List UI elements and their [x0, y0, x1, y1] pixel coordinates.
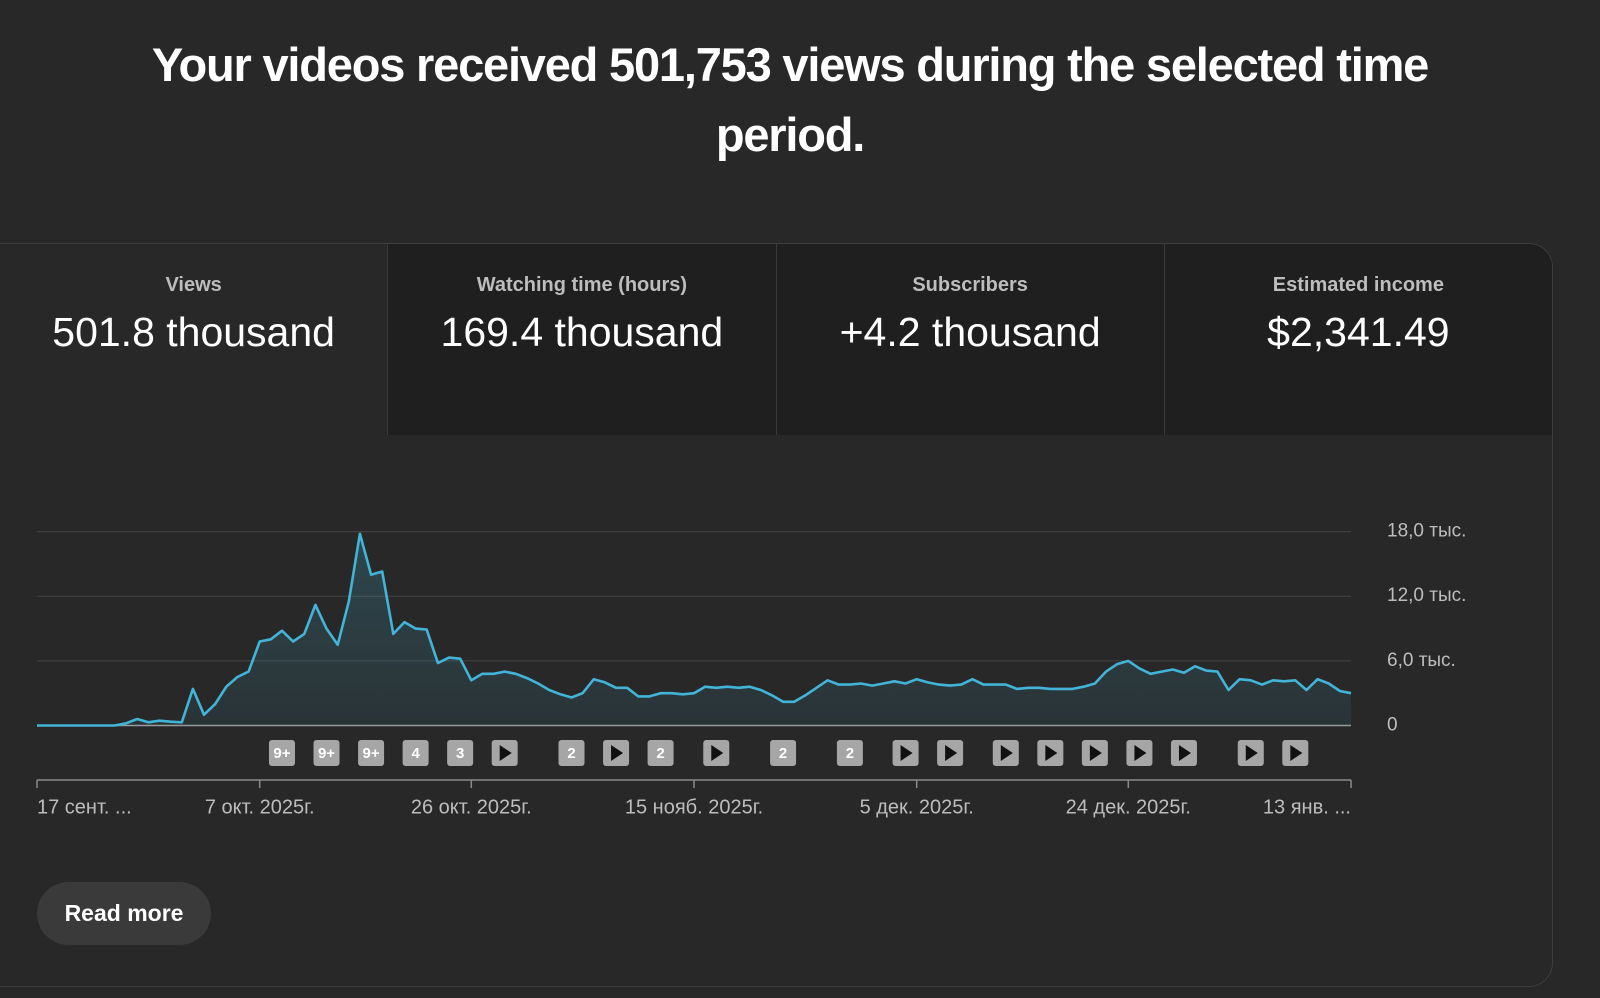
tab-label: Estimated income [1272, 274, 1444, 296]
video-marker [402, 740, 429, 766]
play-icon [1245, 745, 1258, 761]
play-icon [945, 745, 958, 761]
analytics-card: Views 501.8 thousand Watching time (hour… [0, 243, 1553, 987]
video-marker [647, 740, 674, 766]
play-icon [1178, 745, 1191, 761]
marker-label: 4 [411, 745, 420, 762]
tab-value: +4.2 thousand [839, 309, 1101, 355]
marker-label: 2 [779, 745, 787, 762]
x-tick-label: 5 дек. 2025г. [860, 796, 974, 818]
x-tick-label: 7 окт. 2025г. [205, 796, 315, 818]
x-tick-label: 15 нояб. 2025г. [625, 796, 763, 818]
tab-value: $2,341.49 [1267, 309, 1450, 355]
play-icon [711, 745, 724, 761]
video-marker [313, 740, 340, 766]
play-icon [1134, 745, 1147, 761]
line [37, 532, 1352, 727]
tab-label: Subscribers [912, 274, 1028, 296]
page-title: Your videos received 501,753 views durin… [151, 38, 1429, 161]
y-tick-label: 0 [1387, 715, 1398, 736]
metric-tab[interactable]: Watching time (hours) 169.4 thousand [387, 244, 776, 435]
tab-value: 169.4 thousand [440, 309, 724, 355]
y-tick-label: 12,0 тыс. [1387, 585, 1466, 606]
marker-label: 2 [656, 745, 664, 762]
video-marker [558, 740, 585, 766]
x-tick-label: 17 сент. ... [37, 796, 132, 818]
y-tick-label: 6,0 тыс. [1387, 650, 1456, 671]
y-tick-label: 18,0 тыс. [1387, 521, 1466, 542]
play-icon [1089, 745, 1102, 761]
video-marker [358, 740, 385, 766]
video-marker [447, 740, 474, 766]
play-icon [1290, 745, 1303, 761]
video-marker [268, 740, 295, 766]
play-icon [499, 745, 512, 761]
read-more-button[interactable]: Read more [37, 882, 211, 945]
tab-value: 501.8 thousand [52, 309, 335, 355]
play-icon [611, 745, 624, 761]
area [37, 533, 1351, 726]
views-chart: 0 6,0 тыс. 12,0 тыс. 18,0 тыс. 17 сент. ... 7… [36, 521, 1466, 818]
video-marker [836, 740, 863, 766]
x-tick-label: 26 окт. 2025г. [411, 796, 532, 818]
marker-label: 2 [567, 745, 575, 762]
tab-label: Watching time (hours) [476, 274, 688, 296]
tab-label: Views [165, 274, 222, 296]
x-tick-label: 24 дек. 2025г. [1066, 796, 1191, 818]
metric-tab[interactable]: Subscribers +4.2 thousand [775, 244, 1164, 435]
marker-label: 9+ [318, 745, 335, 762]
marker-label: 9+ [273, 745, 290, 762]
marker-label: 9+ [363, 745, 380, 762]
x-tick-label: 13 янв. ... [1263, 796, 1351, 818]
metric-tab[interactable]: Views 501.8 thousand [0, 244, 388, 435]
marker-label: 3 [456, 745, 464, 762]
play-icon [900, 745, 913, 761]
video-marker [770, 740, 797, 766]
play-icon [1045, 745, 1058, 761]
metric-tab[interactable]: Estimated income $2,341.49 [1163, 244, 1552, 435]
metric-tabs: Views 501.8 thousand Watching time (hour… [0, 244, 1552, 435]
marker-label: 2 [846, 745, 854, 762]
play-icon [1000, 745, 1013, 761]
